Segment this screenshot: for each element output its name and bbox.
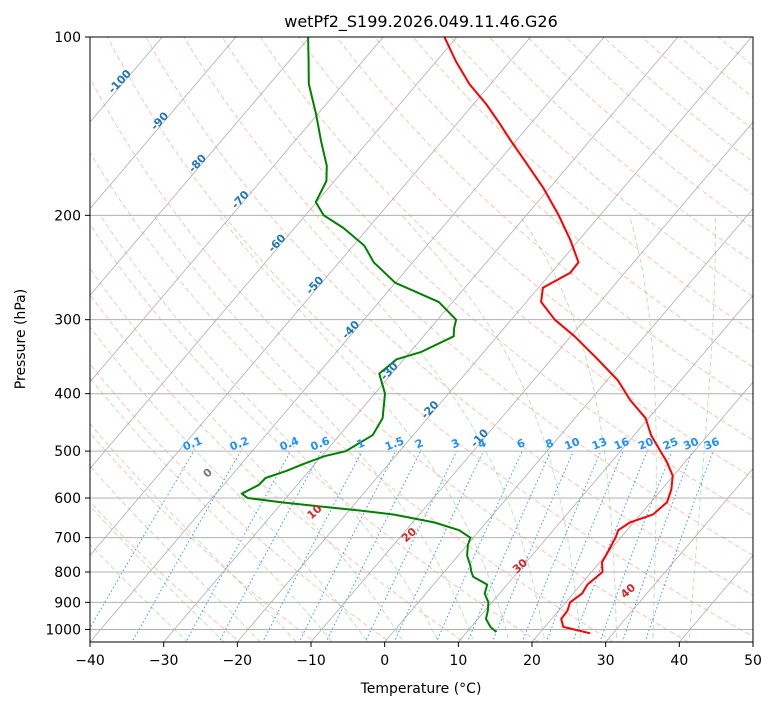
mixing-ratio-label: 3 — [450, 436, 462, 451]
isotherm-line — [163, 37, 679, 642]
moist-adiabat — [99, 215, 440, 642]
x-tick-label: −20 — [223, 653, 253, 669]
dry-adiabat — [412, 37, 753, 333]
x-tick-label: −30 — [149, 653, 179, 669]
y-axis-ticks: 1000 900 800 700 600 500 400 300 200 100 — [45, 30, 90, 638]
x-tick-label: 10 — [449, 653, 467, 669]
x-tick-label: −40 — [75, 653, 105, 669]
moist-adiabat — [90, 505, 225, 642]
mixing-ratio-label: 30 — [682, 435, 701, 453]
chart-title: wetPf2_S199.2026.049.11.46.G26 — [284, 12, 558, 32]
x-tick-label: 40 — [670, 653, 688, 669]
x-tick-label: −10 — [296, 653, 326, 669]
mixing-ratio-label: 1 — [355, 436, 367, 451]
moist-adiabat — [90, 326, 369, 642]
x-tick-label: 20 — [523, 653, 541, 669]
x-tick-label: 30 — [597, 653, 615, 669]
dry-adiabat — [145, 37, 753, 597]
mixing-ratio-label: 10 — [563, 435, 582, 453]
dry-adiabat — [90, 363, 391, 642]
temperature-line — [443, 37, 674, 635]
mixing-ratio-label: 20 — [636, 435, 655, 453]
moist-adiabat — [90, 422, 297, 642]
dry-adiabat — [90, 293, 466, 642]
mixing-ratio-label: 25 — [661, 435, 680, 453]
dry-adiabat — [90, 501, 241, 642]
dry-adiabat — [107, 37, 753, 638]
isotherm-line — [237, 37, 752, 642]
mixing-ratio-label: 8 — [544, 436, 556, 451]
moist-adiabat — [218, 214, 510, 642]
dry-adiabat — [90, 223, 540, 642]
moist-adiabat — [90, 267, 404, 642]
dry-adiabat — [297, 37, 753, 441]
moist-adiabat — [153, 215, 475, 642]
isotherm-line — [90, 37, 384, 383]
isotherm-line — [90, 37, 605, 642]
isotherm-line — [90, 37, 237, 210]
y-tick-label: 700 — [54, 531, 81, 547]
dry-adiabat — [90, 77, 690, 642]
mixing-ratio-label: 36 — [702, 435, 721, 453]
dry-adiabat — [183, 37, 753, 556]
plot-frame — [89, 36, 754, 643]
moist-adiabat — [90, 543, 189, 642]
data-series — [240, 37, 674, 635]
dry-adiabat — [450, 37, 753, 298]
isotherm-line — [90, 37, 531, 556]
mixing-ratio-label: 13 — [590, 435, 609, 453]
x-axis-label: Temperature (°C) — [360, 681, 482, 697]
moist-adiabat — [300, 214, 546, 642]
y-tick-label: 1000 — [45, 622, 81, 638]
y-tick-label: 500 — [54, 444, 81, 460]
y-tick-label: 200 — [54, 208, 81, 224]
isotherm-line — [384, 208, 753, 642]
x-tick-label: 50 — [744, 653, 762, 669]
mixing-ratio-label: 16 — [612, 435, 631, 453]
isotherm-line — [531, 381, 753, 642]
isotherm-line — [310, 121, 753, 642]
dry-adiabat — [259, 37, 753, 479]
x-tick-label: 0 — [380, 653, 389, 669]
moist-adiabat — [401, 214, 582, 642]
grid-lines — [90, 37, 753, 642]
y-tick-label: 800 — [54, 565, 81, 581]
mixing-ratio-label: 2 — [413, 436, 425, 451]
dry-adiabat — [90, 151, 615, 642]
isotherm-line — [90, 37, 458, 470]
y-axis-label: Pressure (hPa) — [13, 289, 29, 389]
y-tick-label: 400 — [54, 387, 81, 403]
dry-adiabat — [336, 37, 753, 404]
y-tick-label: 600 — [54, 491, 81, 507]
y-tick-label: 300 — [54, 313, 81, 329]
isotherm-line — [458, 294, 753, 642]
moist-adiabat — [519, 215, 618, 642]
dry-adiabat — [90, 432, 316, 642]
isotherm-line — [605, 468, 753, 642]
isotherm-line — [90, 37, 310, 296]
x-axis-ticks: −40 −30 −20 −10 0 10 20 30 40 50 — [75, 642, 762, 669]
dry-adiabat — [221, 37, 753, 517]
y-tick-label: 900 — [54, 595, 81, 611]
y-tick-label: 100 — [54, 30, 81, 46]
dewpoint-line — [240, 37, 497, 633]
